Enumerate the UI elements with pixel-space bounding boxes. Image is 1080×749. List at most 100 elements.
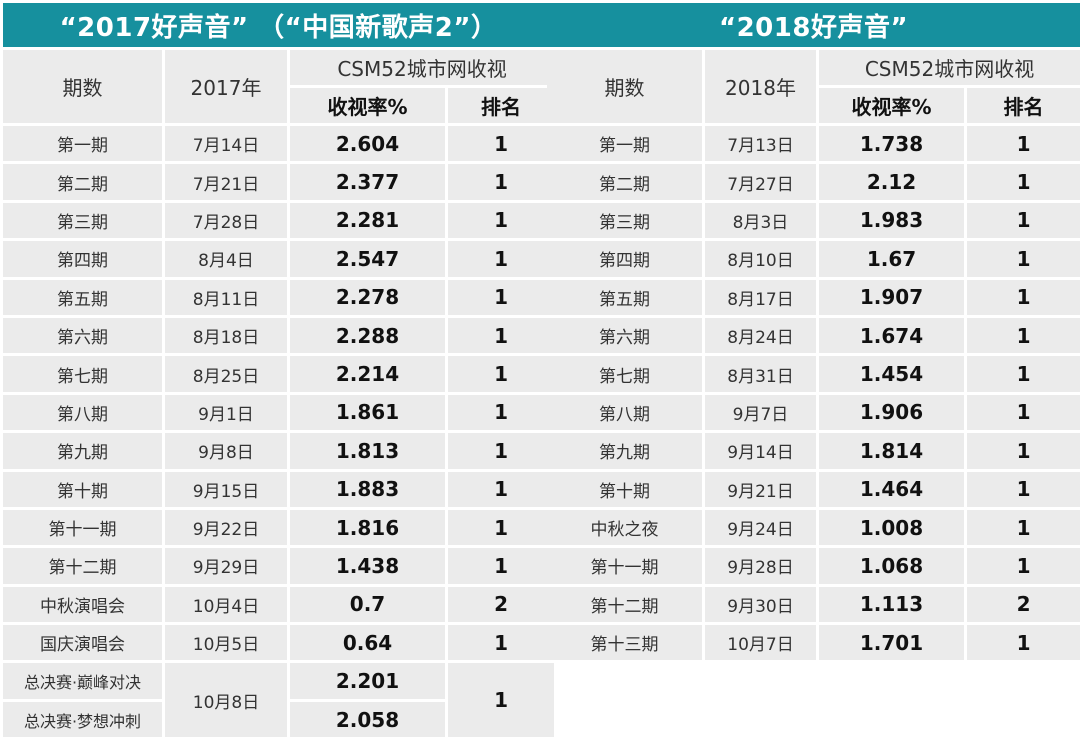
rank-cell: 1 bbox=[967, 241, 1080, 277]
final-rating-a-cell: 2.201 bbox=[290, 663, 445, 699]
date-cell: 7月14日 bbox=[165, 126, 287, 162]
rank-cell: 1 bbox=[448, 394, 555, 431]
rating-cell: 0.64 bbox=[290, 625, 445, 661]
date-cell: 8月3日 bbox=[705, 202, 816, 239]
episode-cell: 第五期 bbox=[547, 279, 702, 315]
rank-cell: 1 bbox=[967, 202, 1080, 239]
date-cell: 8月31日 bbox=[705, 356, 816, 392]
rank-cell: 1 bbox=[967, 164, 1080, 200]
date-cell: 9月28日 bbox=[705, 548, 816, 584]
date-cell: 9月21日 bbox=[705, 471, 816, 507]
table-2018-body: “2018好声音” 期数 2018年 CSM52城市网收视 收视率% 排名 第一… bbox=[547, 3, 1080, 661]
rating-cell: 1.813 bbox=[290, 433, 445, 469]
table-row: 第十一期 9月28日 1.068 1 bbox=[547, 548, 1080, 584]
table-row: 国庆演唱会 10月5日 0.64 1 bbox=[3, 625, 555, 661]
table-row: 第八期 9月7日 1.906 1 bbox=[547, 394, 1080, 431]
rank-cell: 1 bbox=[967, 548, 1080, 584]
date-cell: 9月24日 bbox=[705, 509, 816, 546]
table-row: 第十期 9月15日 1.883 1 bbox=[3, 471, 555, 507]
table-row-final-b: 总决赛·梦想冲刺 2.058 bbox=[3, 701, 554, 738]
date-cell: 9月1日 bbox=[165, 394, 287, 431]
rank-cell: 1 bbox=[448, 241, 555, 277]
rating-cell: 1.814 bbox=[819, 433, 964, 469]
rank-cell: 1 bbox=[967, 356, 1080, 392]
table-row: 第三期 7月28日 2.281 1 bbox=[3, 202, 555, 239]
rating-cell: 1.883 bbox=[290, 471, 445, 507]
table-row: 第十一期 9月22日 1.816 1 bbox=[3, 509, 555, 546]
rank-cell: 1 bbox=[448, 279, 555, 315]
episode-cell: 第二期 bbox=[3, 164, 162, 200]
episode-cell: 中秋之夜 bbox=[547, 509, 702, 546]
header-csm-2018: CSM52城市网收视 bbox=[819, 50, 1080, 85]
rank-cell: 1 bbox=[967, 126, 1080, 162]
table-row: 第六期 8月18日 2.288 1 bbox=[3, 317, 555, 354]
final-episode-a-cell: 总决赛·巅峰对决 bbox=[3, 663, 162, 699]
episode-cell: 第八期 bbox=[547, 394, 702, 431]
episode-cell: 第六期 bbox=[547, 317, 702, 354]
rank-cell: 1 bbox=[448, 356, 555, 392]
date-cell: 8月24日 bbox=[705, 317, 816, 354]
rating-cell: 1.113 bbox=[819, 586, 964, 623]
header-rating-2017: 收视率% bbox=[290, 88, 445, 123]
header-rank-2017: 排名 bbox=[448, 88, 555, 123]
table-row: 第九期 9月14日 1.814 1 bbox=[547, 433, 1080, 469]
table-row: 第八期 9月1日 1.861 1 bbox=[3, 394, 555, 431]
rating-cell: 2.12 bbox=[819, 164, 964, 200]
date-cell: 7月13日 bbox=[705, 126, 816, 162]
episode-cell: 第五期 bbox=[3, 279, 162, 315]
rating-cell: 1.67 bbox=[819, 241, 964, 277]
header-csm-2017: CSM52城市网收视 bbox=[290, 50, 555, 85]
date-cell: 10月7日 bbox=[705, 625, 816, 661]
rank-cell: 1 bbox=[967, 317, 1080, 354]
date-cell: 8月18日 bbox=[165, 317, 287, 354]
date-cell: 8月17日 bbox=[705, 279, 816, 315]
rating-cell: 2.288 bbox=[290, 317, 445, 354]
date-cell: 8月11日 bbox=[165, 279, 287, 315]
title-2018: “2018好声音” bbox=[547, 3, 1080, 47]
episode-cell: 第一期 bbox=[547, 126, 702, 162]
table-row: 第九期 9月8日 1.813 1 bbox=[3, 433, 555, 469]
table-2017: “2017好声音” （“中国新歌声2”） 期数 2017年 CSM52城市网收视… bbox=[3, 3, 555, 738]
episode-cell: 第一期 bbox=[3, 126, 162, 162]
rating-cell: 1.674 bbox=[819, 317, 964, 354]
final-date-cell: 10月8日 bbox=[165, 663, 287, 738]
rating-cell: 2.547 bbox=[290, 241, 445, 277]
table-row: 第七期 8月31日 1.454 1 bbox=[547, 356, 1080, 392]
rating-cell: 1.907 bbox=[819, 279, 964, 315]
date-cell: 8月10日 bbox=[705, 241, 816, 277]
rank-cell: 1 bbox=[448, 164, 555, 200]
rating-cell: 2.604 bbox=[290, 126, 445, 162]
date-cell: 9月14日 bbox=[705, 433, 816, 469]
table-row: 第六期 8月24日 1.674 1 bbox=[547, 317, 1080, 354]
rating-cell: 1.906 bbox=[819, 394, 964, 431]
rank-cell: 1 bbox=[448, 509, 555, 546]
header-date-2017: 2017年 bbox=[165, 50, 287, 123]
rank-cell: 1 bbox=[967, 471, 1080, 507]
episode-cell: 第十一期 bbox=[3, 509, 162, 546]
rank-cell: 1 bbox=[448, 126, 555, 162]
rank-cell: 1 bbox=[967, 509, 1080, 546]
header-episode-2017: 期数 bbox=[3, 50, 162, 123]
rank-cell: 1 bbox=[448, 433, 555, 469]
episode-cell: 第七期 bbox=[3, 356, 162, 392]
rank-cell: 1 bbox=[967, 394, 1080, 431]
date-cell: 9月22日 bbox=[165, 509, 287, 546]
table-row: 第四期 8月10日 1.67 1 bbox=[547, 241, 1080, 277]
table-row: 第一期 7月14日 2.604 1 bbox=[3, 126, 555, 162]
final-episode-b-cell: 总决赛·梦想冲刺 bbox=[3, 701, 162, 738]
table-row: 第十期 9月21日 1.464 1 bbox=[547, 471, 1080, 507]
rating-cell: 1.701 bbox=[819, 625, 964, 661]
episode-cell: 第二期 bbox=[547, 164, 702, 200]
header-date-2018: 2018年 bbox=[705, 50, 816, 123]
episode-cell: 国庆演唱会 bbox=[3, 625, 162, 661]
table-row: 第一期 7月13日 1.738 1 bbox=[547, 126, 1080, 162]
episode-cell: 第九期 bbox=[547, 433, 702, 469]
table-2018: “2018好声音” 期数 2018年 CSM52城市网收视 收视率% 排名 第一… bbox=[544, 0, 1080, 663]
table-row: 中秋演唱会 10月4日 0.7 2 bbox=[3, 586, 555, 623]
table-row: 第十二期 9月29日 1.438 1 bbox=[3, 548, 555, 584]
table-row: 第二期 7月21日 2.377 1 bbox=[3, 164, 555, 200]
table-row: 中秋之夜 9月24日 1.008 1 bbox=[547, 509, 1080, 546]
header-rank-2018: 排名 bbox=[967, 88, 1080, 123]
rating-cell: 1.816 bbox=[290, 509, 445, 546]
title-2017: “2017好声音” （“中国新歌声2”） bbox=[3, 3, 555, 47]
